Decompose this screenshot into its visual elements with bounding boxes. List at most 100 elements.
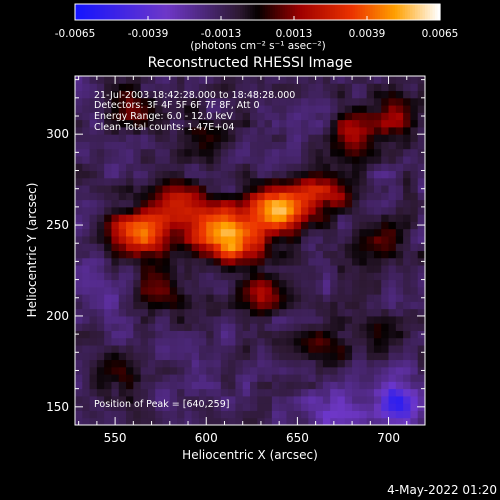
heatmap-cell — [184, 272, 193, 281]
heatmap-cell — [337, 308, 346, 317]
heatmap-cell — [96, 315, 105, 324]
heatmap-cell — [344, 315, 353, 324]
heatmap-cell — [235, 112, 244, 121]
heatmap-cell — [133, 199, 142, 208]
heatmap-cell — [96, 83, 105, 92]
heatmap-cell — [177, 141, 185, 150]
heatmap-cell — [388, 206, 397, 215]
heatmap-cell — [250, 214, 258, 222]
heatmap-cell — [388, 177, 397, 186]
heatmap-cell — [220, 221, 229, 230]
heatmap-cell — [177, 286, 185, 295]
heatmap-cell — [220, 177, 229, 186]
heatmap-cell — [395, 308, 404, 317]
heatmap-cell — [133, 163, 142, 172]
heatmap-cell — [286, 272, 295, 281]
heatmap-cell — [257, 250, 266, 259]
heatmap-cell — [228, 214, 236, 222]
heatmap-cell — [228, 163, 236, 172]
heatmap-cell — [133, 90, 142, 99]
heatmap-cell — [177, 279, 185, 288]
heatmap-cell — [264, 112, 273, 121]
heatmap-cell — [271, 279, 280, 288]
heatmap-cell — [344, 323, 353, 331]
heatmap-cell — [147, 395, 156, 404]
colorbar-segment — [312, 4, 316, 20]
colorbar-segment — [345, 4, 349, 20]
heatmap-cell — [330, 235, 338, 244]
heatmap-cell — [388, 286, 397, 295]
heatmap-cell — [169, 395, 178, 404]
colorbar-segment — [310, 4, 314, 20]
heatmap-cell — [279, 330, 287, 339]
colorbar-segment — [85, 4, 89, 20]
plot-frame — [74, 75, 426, 426]
heatmap-cell — [82, 265, 91, 273]
heatmap-cell — [104, 235, 112, 244]
heatmap-cell — [373, 177, 382, 186]
heatmap-cell — [162, 286, 171, 295]
heatmap-cell — [395, 243, 404, 251]
heatmap-cell — [337, 97, 346, 106]
heatmap-cell — [293, 185, 302, 193]
heatmap-cell — [395, 250, 404, 259]
heatmap-cell — [206, 279, 215, 288]
heatmap-cell — [403, 192, 411, 201]
heatmap-cell — [344, 359, 353, 368]
heatmap-cell — [293, 250, 302, 259]
heatmap-cell — [235, 323, 244, 331]
heatmap-cell — [417, 315, 426, 324]
heatmap-cell — [308, 192, 317, 201]
heatmap-cell — [140, 235, 149, 244]
heatmap-cell — [96, 170, 105, 179]
heatmap-cell — [381, 163, 390, 172]
heatmap-cell — [89, 323, 98, 331]
heatmap-cell — [250, 112, 258, 121]
heatmap-cell — [315, 286, 324, 295]
heatmap-cell — [417, 265, 426, 273]
heatmap-cell — [162, 388, 171, 397]
heatmap-cell — [250, 410, 258, 419]
heatmap-cell — [198, 105, 207, 113]
heatmap-cell — [96, 366, 105, 375]
heatmap-cell — [184, 352, 193, 361]
heatmap-cell — [352, 105, 360, 113]
heatmap-cell — [250, 417, 258, 426]
heatmap-cell — [344, 119, 353, 128]
heatmap-cell — [337, 403, 346, 411]
heatmap-cell — [250, 272, 258, 281]
heatmap-cell — [162, 105, 171, 113]
heatmap-cell — [118, 141, 127, 150]
heatmap-cell — [308, 279, 317, 288]
heatmap-cell — [155, 359, 163, 368]
heatmap-cell — [213, 345, 222, 353]
heatmap-cell — [337, 119, 346, 128]
heatmap-cell — [322, 381, 331, 390]
heatmap-cell — [337, 388, 346, 397]
heatmap-cell — [388, 185, 397, 193]
heatmap-cell — [410, 265, 419, 273]
y-tick-label: 150 — [46, 400, 69, 414]
heatmap-cell — [82, 134, 91, 142]
heatmap-cell — [155, 192, 163, 201]
heatmap-cell — [140, 410, 149, 419]
heatmap-cell — [155, 76, 163, 84]
colorbar-segment — [247, 4, 251, 20]
heatmap-cell — [293, 243, 302, 251]
heatmap-cell — [359, 330, 368, 339]
heatmap-cell — [126, 243, 134, 251]
heatmap-cell — [191, 301, 200, 310]
heatmap-cell — [111, 374, 120, 382]
heatmap-cell — [75, 192, 83, 201]
heatmap-cell — [169, 323, 178, 331]
heatmap-cell — [315, 141, 324, 150]
heatmap-cell — [410, 315, 419, 324]
heatmap-cell — [271, 403, 280, 411]
colorbar-segment — [365, 4, 369, 20]
heatmap-cell — [235, 388, 244, 397]
heatmap-cell — [352, 395, 360, 404]
heatmap-cell — [82, 105, 91, 113]
heatmap-cell — [366, 206, 375, 215]
heatmap-cell — [381, 243, 390, 251]
colorbar-segment — [217, 4, 221, 20]
